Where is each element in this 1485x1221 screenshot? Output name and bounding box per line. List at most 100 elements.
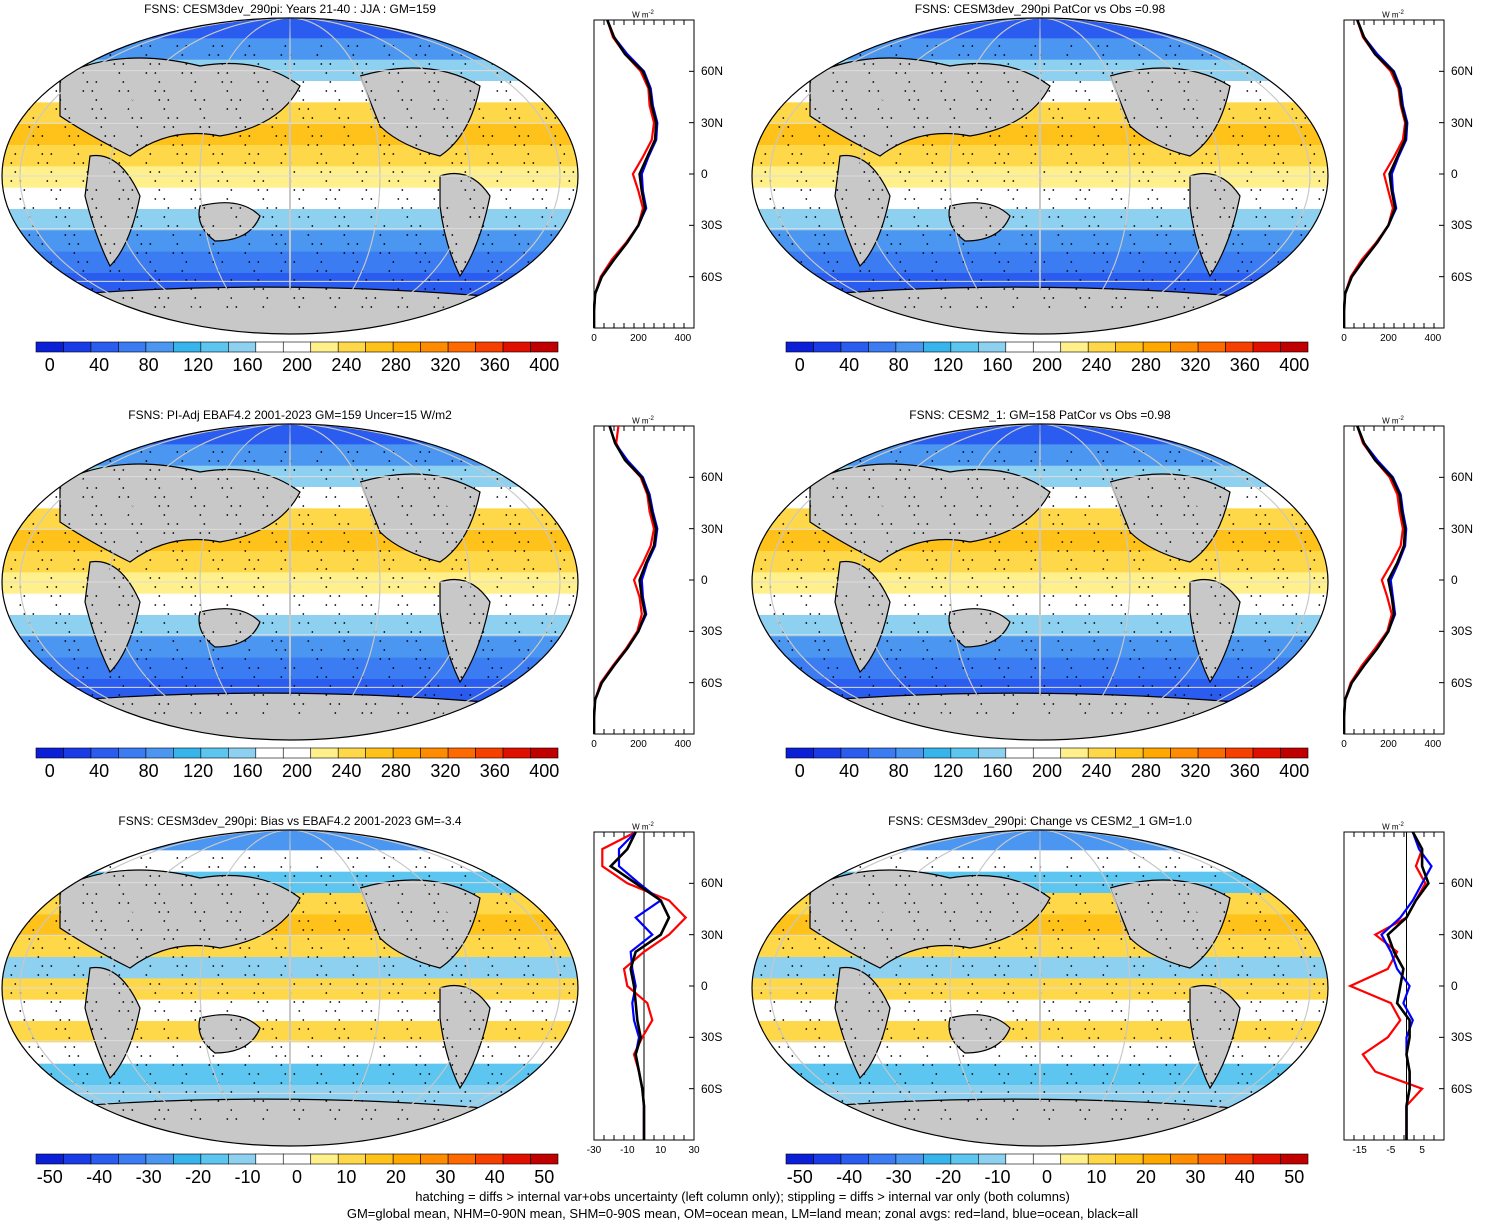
colorbar-swatch xyxy=(530,747,559,759)
latitude-tick-label: 30S xyxy=(1451,624,1473,639)
colorbar-tick-label: -50 xyxy=(36,1167,63,1187)
zonal-x-tick-label: 0 xyxy=(591,739,597,750)
panel-title: FSNS: CESM3dev_290pi: Years 21-40 : JJA … xyxy=(144,2,436,16)
colorbar-tick-label: 80 xyxy=(888,761,909,781)
colorbar-swatch xyxy=(447,341,476,353)
latitude-tick-label: 60N xyxy=(701,876,724,891)
map-outline xyxy=(1,423,579,741)
colorbar-swatch xyxy=(1197,341,1226,353)
zonal-mean-panel-4 xyxy=(1343,425,1445,735)
colorbar-swatch xyxy=(310,341,339,353)
colorbar-swatch xyxy=(365,747,394,759)
zonal-line-all xyxy=(608,831,671,1140)
colorbar-tick-label: 160 xyxy=(232,355,263,375)
continent-shape xyxy=(834,966,891,1080)
zonal-line-all xyxy=(593,19,658,328)
continent-shape xyxy=(198,202,261,242)
colorbar-swatch xyxy=(530,1153,559,1165)
colorbar-swatch xyxy=(502,341,531,353)
colorbar-swatch xyxy=(502,747,531,759)
zonal-x-tick-label: 200 xyxy=(1380,739,1397,750)
colorbar-swatch xyxy=(173,1153,202,1165)
colorbar-swatch xyxy=(228,341,257,353)
colorbar-tick-label: 160 xyxy=(982,355,1013,375)
zonal-x-tick-label: -30 xyxy=(586,1145,602,1156)
colorbar-tick-label: -50 xyxy=(786,1167,813,1187)
zonal-frame xyxy=(593,425,695,735)
latitude-tick-label: 0 xyxy=(701,573,708,587)
map-panel-1 xyxy=(1,17,579,335)
zonal-x-tick-label: 400 xyxy=(674,333,692,344)
continent-shape xyxy=(49,1098,541,1146)
colorbar-tick-label: 400 xyxy=(529,355,560,375)
colorbar-tick-label: 280 xyxy=(380,355,411,375)
colorbar-swatch xyxy=(63,747,92,759)
latitude-tick-label: 30N xyxy=(701,115,724,130)
colorbar-swatch xyxy=(1225,1153,1254,1165)
colorbar-swatch xyxy=(337,1153,366,1165)
colorbar-swatch xyxy=(1252,1153,1281,1165)
colorbar-swatch xyxy=(475,1153,504,1165)
latitude-tick-label: 60S xyxy=(1451,1081,1473,1096)
zonal-x-tick-label: -15 xyxy=(1352,1145,1367,1156)
continent-shape xyxy=(359,473,481,563)
colorbar-tick-label: 80 xyxy=(138,761,159,781)
colorbar-tick-label: 0 xyxy=(794,761,805,781)
colorbar-swatch xyxy=(1115,747,1144,759)
zonal-mean-panel-5 xyxy=(593,831,695,1141)
zonal-x-tick-label: 400 xyxy=(674,739,692,750)
colorbar-swatch xyxy=(1280,341,1309,353)
continent-shape xyxy=(809,463,1051,563)
colorbar-swatch xyxy=(90,341,119,353)
colorbar-swatch xyxy=(1032,1153,1062,1165)
zonal-line-all xyxy=(1343,19,1408,328)
colorbar-swatch xyxy=(447,1153,476,1165)
zonal-line-ocean xyxy=(617,831,663,1140)
continent-shape xyxy=(799,1098,1291,1146)
colorbar-swatch xyxy=(1032,747,1062,759)
map-panel-4 xyxy=(751,423,1329,741)
zonal-x-tick-label: 30 xyxy=(688,1145,700,1156)
colorbar-tick-label: 40 xyxy=(89,355,110,375)
unit-text: W m xyxy=(632,10,649,20)
colorbar-swatch xyxy=(63,1153,92,1165)
latitude-tick-label: 30N xyxy=(701,521,724,536)
zonal-unit-label: W m-2 xyxy=(1382,822,1404,832)
colorbar-swatch xyxy=(868,341,897,353)
colorbar-tick-label: 80 xyxy=(138,355,159,375)
colorbar-swatch xyxy=(1280,1153,1309,1165)
colorbar-swatch xyxy=(1087,341,1116,353)
colorbar-tick-label: 20 xyxy=(385,1167,406,1187)
latitude-tick-label: 30N xyxy=(1451,521,1474,536)
zonal-line-all xyxy=(593,425,658,734)
continent-shape xyxy=(834,154,891,268)
zonal-unit-label: W m-2 xyxy=(632,416,654,426)
colorbar-swatch xyxy=(840,747,869,759)
zonal-frame xyxy=(593,19,695,329)
colorbar-tick-label: 120 xyxy=(183,761,214,781)
colorbar-swatch xyxy=(978,341,1007,353)
colorbar-swatch xyxy=(785,747,814,759)
zonal-mean-panel-6 xyxy=(1343,831,1445,1141)
colorbar-swatch xyxy=(392,747,421,759)
latitude-tick-label: 30N xyxy=(701,927,724,942)
zonal-line-land xyxy=(593,19,656,328)
map-panel-5 xyxy=(1,829,579,1147)
colorbar-swatch xyxy=(63,341,92,353)
colorbar-tick-label: 200 xyxy=(281,761,313,781)
continent-shape xyxy=(799,692,1291,740)
zonal-mean-panel-1 xyxy=(593,19,695,329)
map-panel-3 xyxy=(1,423,579,741)
colorbar-tick-label: 120 xyxy=(183,355,214,375)
colorbar-swatch xyxy=(1170,747,1199,759)
colorbar-tick-label: 320 xyxy=(1180,355,1211,375)
colorbar-tick-label: 10 xyxy=(336,1167,357,1187)
colorbar-swatch xyxy=(365,341,394,353)
colorbar-tick-label: 40 xyxy=(1234,1167,1255,1187)
latitude-tick-label: 60N xyxy=(701,64,724,79)
unit-exponent: -2 xyxy=(648,416,654,422)
colorbar-swatch xyxy=(1170,1153,1199,1165)
colorbar-swatch xyxy=(813,341,842,353)
continent-shape xyxy=(84,154,141,268)
colorbar-tick-label: 360 xyxy=(479,355,510,375)
